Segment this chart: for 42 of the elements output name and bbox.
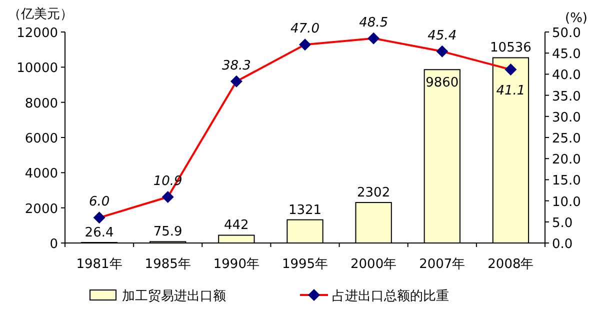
legend-label: 占进出口总额的比重 — [332, 289, 449, 304]
data-label: 41.1 — [496, 84, 526, 99]
data-label: 10536 — [490, 40, 532, 56]
legend-label: 加工贸易进出口额 — [122, 289, 226, 304]
data-label: 1321 — [288, 202, 322, 218]
y2-tick-label: 5.0 — [552, 216, 573, 231]
data-label: 48.5 — [359, 15, 388, 30]
data-label: 9860 — [426, 76, 459, 91]
y2-tick-label: 30.0 — [552, 110, 581, 126]
y2-tick-label: 20.0 — [552, 152, 581, 168]
data-label: 45.4 — [428, 28, 457, 44]
y2-tick-label: 40.0 — [552, 68, 581, 84]
y2-tick-label: 35.0 — [552, 89, 581, 104]
data-label: 2302 — [357, 186, 390, 201]
y-tick-label: 6000 — [24, 132, 58, 146]
data-label: 6.0 — [88, 194, 110, 210]
x-tick-label: 1990年 — [213, 257, 260, 272]
y-axis-title: （亿美元） — [8, 6, 73, 22]
y-tick-label: 2000 — [24, 202, 58, 217]
data-label: 442 — [224, 218, 249, 234]
data-label: 38.3 — [222, 58, 251, 74]
y2-tick-label: 45.0 — [552, 47, 581, 62]
y2-tick-label: 0.0 — [552, 237, 573, 252]
x-tick-label: 2007年 — [419, 257, 466, 272]
data-label: 26.4 — [84, 226, 114, 241]
y2-tick-label: 25.0 — [552, 132, 581, 146]
y2-axis-title: (%) — [565, 11, 588, 26]
y-tick-label: 8000 — [24, 96, 58, 112]
y-tick-label: 10000 — [16, 61, 58, 76]
x-tick-label: 1981年 — [76, 257, 122, 272]
y2-tick-label: 10.0 — [552, 194, 581, 210]
data-label: 75.9 — [153, 224, 182, 240]
y2-tick-label: 15.0 — [552, 174, 581, 189]
y-tick-label: 12000 — [16, 26, 58, 41]
data-label: 47.0 — [290, 22, 320, 37]
y-tick-label: 4000 — [24, 166, 58, 182]
x-tick-label: 2000年 — [350, 257, 397, 272]
y-tick-label: 0 — [50, 237, 58, 252]
x-tick-label: 1985年 — [144, 257, 191, 272]
y2-tick-label: 50.0 — [552, 26, 581, 41]
x-tick-label: 1995年 — [282, 257, 328, 272]
x-tick-label: 2008年 — [488, 257, 534, 272]
